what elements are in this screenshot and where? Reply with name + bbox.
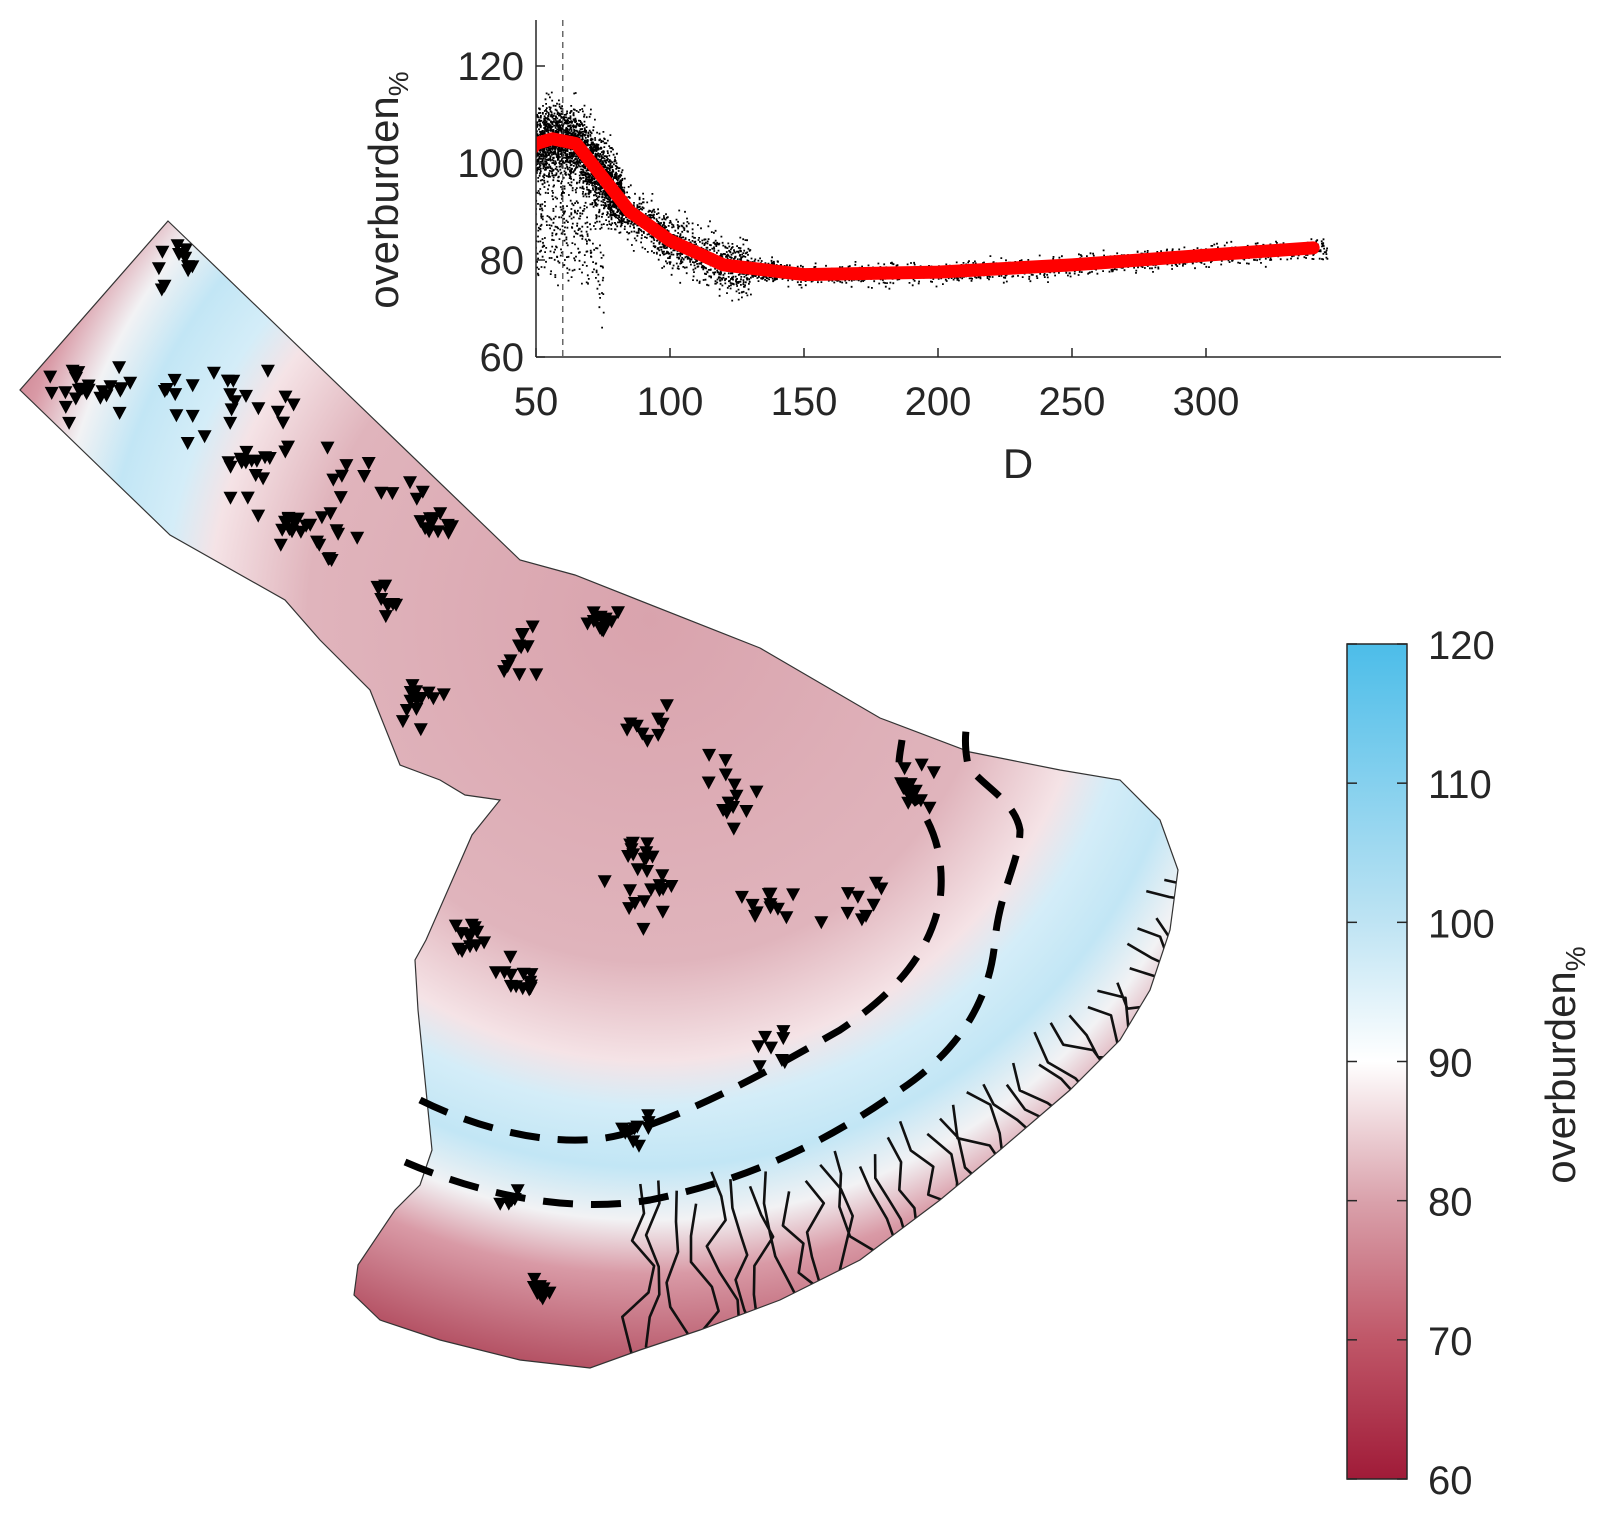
colorbar-tick-label: 120	[1428, 624, 1495, 668]
x-tick-label: 100	[637, 380, 704, 424]
x-axis-label: D	[1003, 440, 1033, 487]
scatter-cloud	[536, 91, 1329, 329]
colorbar-ticks: 60 70 80 90 100 110 120	[1347, 624, 1495, 1503]
colorbar-tick-label: 110	[1428, 763, 1492, 807]
y-axis-ticks: 60 80 100 120	[457, 45, 545, 380]
colorbar-tick-label: 100	[1428, 902, 1495, 946]
colorbar-tick-label: 60	[1428, 1459, 1473, 1503]
colorbar-label: overburden%	[1537, 946, 1591, 1183]
inset-scatter-plot: 50 100 150 200 250 300 60 80 100 120 D overburde…	[360, 20, 1501, 487]
colorbar-tick-label: 90	[1428, 1042, 1473, 1086]
y-tick-label: 60	[480, 336, 525, 380]
y-tick-label: 80	[480, 239, 525, 283]
y-axis-label-subscript: %	[383, 71, 414, 96]
colorbar: 60 70 80 90 100 110 120 overburden%	[1346, 624, 1591, 1503]
colorbar-tick-label: 80	[1428, 1181, 1473, 1225]
y-axis-label: overburden%	[360, 71, 414, 308]
x-axis-ticks: 50 100 150 200 250 300	[514, 348, 1240, 424]
reference-lines	[562, 20, 564, 357]
x-tick-label: 150	[771, 380, 838, 424]
colorbar-tick-label: 70	[1428, 1320, 1473, 1364]
x-tick-label: 200	[905, 380, 972, 424]
y-tick-label: 120	[457, 45, 524, 89]
y-tick-label: 100	[457, 142, 524, 186]
dashed-contours	[403, 729, 1024, 1208]
contour-inner	[418, 739, 945, 1144]
x-tick-label: 50	[514, 380, 559, 424]
x-tick-label: 250	[1039, 380, 1106, 424]
colorbar-label-subscript: %	[1560, 946, 1591, 971]
scatter-points	[536, 91, 1329, 329]
x-tick-label: 300	[1173, 380, 1240, 424]
contour-outer	[403, 729, 1024, 1208]
fit-line	[536, 132, 1320, 282]
